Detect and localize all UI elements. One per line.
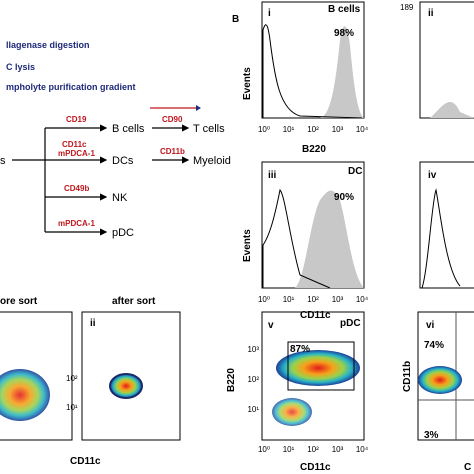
axis-label: C: [464, 462, 471, 473]
percent: 87%: [290, 344, 310, 355]
plot-frame: [261, 311, 365, 441]
arrow-head: [196, 105, 201, 111]
marker: CD11c: [62, 140, 87, 149]
panel-label: B: [232, 14, 239, 25]
y-tick-label: 10¹: [66, 403, 78, 412]
y-tick-label: 10¹: [247, 405, 259, 414]
histogram-outline: [262, 188, 331, 289]
y-tick-label: 189: [400, 3, 414, 12]
axis-label: CD11c: [300, 462, 331, 473]
node: T cells: [193, 123, 225, 135]
x-tick-label: 10⁴: [356, 295, 369, 304]
histogram: [295, 190, 364, 288]
x-tick-label: 10⁴: [356, 445, 369, 454]
population: B cells: [328, 4, 361, 15]
x-tick-label: 10²: [307, 125, 319, 134]
step: C lysis: [6, 62, 35, 72]
plot-title: after sort: [112, 296, 156, 307]
x-tick-label: 10⁴: [356, 125, 369, 134]
panel-label: i: [268, 8, 271, 19]
histogram: [320, 26, 364, 119]
x-tick-label: 10²: [307, 445, 319, 454]
marker: CD49b: [64, 184, 89, 193]
gate: [287, 341, 355, 391]
percent: 90%: [334, 192, 354, 203]
axis-label: CD11b: [402, 361, 413, 392]
x-tick-label: 10⁰: [258, 295, 270, 304]
percent: 74%: [424, 340, 444, 351]
node: NK: [112, 192, 128, 204]
node: s: [0, 155, 6, 167]
panel-label: ii: [90, 318, 96, 329]
axis-label: B220: [226, 368, 237, 392]
percent: 98%: [334, 28, 354, 39]
x-tick-label: 10³: [332, 445, 344, 454]
x-ticks: 10⁰ 10¹ 10² 10³ 10⁴: [258, 445, 369, 454]
panel-label: v: [268, 320, 274, 331]
connector: [12, 128, 46, 232]
x-tick-label: 10³: [332, 125, 344, 134]
histogram: [430, 102, 474, 118]
node: Myeloid: [193, 155, 231, 167]
marker: mPDCA-1: [58, 219, 95, 228]
flowchart: s CD19 CD11c mPDCA-1 CD49b mPDCA-1 B cel…: [0, 115, 231, 239]
y-ticks: 10³ 10² 10¹: [247, 345, 259, 414]
density: [276, 350, 360, 386]
plot-title: ore sort: [0, 296, 38, 307]
panel-label: ii: [428, 8, 434, 19]
node: B cells: [112, 123, 145, 135]
density: [272, 398, 312, 426]
y-tick-label: 10²: [247, 375, 259, 384]
node: DCs: [112, 155, 134, 167]
y-tick-label: 10³: [247, 345, 259, 354]
y-tick-label: 10²: [66, 374, 78, 383]
x-ticks: 10⁰ 10¹ 10² 10³ 10⁴: [258, 125, 369, 134]
axis-label: B220: [302, 144, 326, 155]
axis-label: CD11c: [70, 456, 101, 467]
plot-frame: [417, 311, 474, 441]
panel-label: iii: [268, 170, 277, 181]
node: pDC: [112, 227, 134, 239]
x-tick-label: 10¹: [283, 445, 295, 454]
panel-label: vi: [426, 320, 435, 331]
plot-frame: [81, 311, 181, 441]
marker: CD19: [66, 115, 87, 124]
axis-label: Events: [242, 67, 253, 100]
percent: 3%: [424, 430, 439, 441]
x-tick-label: 10¹: [283, 295, 295, 304]
density: [418, 366, 462, 394]
axis-label: Events: [242, 229, 253, 262]
x-ticks: 10⁰ 10¹ 10² 10³ 10⁴: [258, 295, 369, 304]
marker: CD11b: [160, 147, 185, 156]
plot-frame: [419, 161, 474, 289]
plot-frame: [0, 311, 73, 441]
plot-frame: [419, 1, 474, 119]
step: llagenase digestion: [6, 40, 90, 50]
x-tick-label: 10³: [332, 295, 344, 304]
density: [109, 373, 143, 399]
marker: CD90: [162, 115, 183, 124]
histogram-outline: [262, 24, 363, 119]
x-tick-label: 10²: [307, 295, 319, 304]
population: DC: [348, 166, 362, 177]
x-tick-label: 10¹: [283, 125, 295, 134]
density: [0, 369, 50, 421]
x-tick-label: 10⁰: [258, 445, 270, 454]
plot-frame: [261, 1, 365, 119]
population: pDC: [340, 318, 361, 329]
step: mpholyte purification gradient: [6, 82, 136, 92]
axis-label: CD11c: [300, 310, 331, 321]
histogram-outline: [421, 188, 461, 289]
x-tick-label: 10⁰: [258, 125, 270, 134]
panel-label: iv: [428, 170, 437, 181]
marker: mPDCA-1: [58, 149, 95, 158]
